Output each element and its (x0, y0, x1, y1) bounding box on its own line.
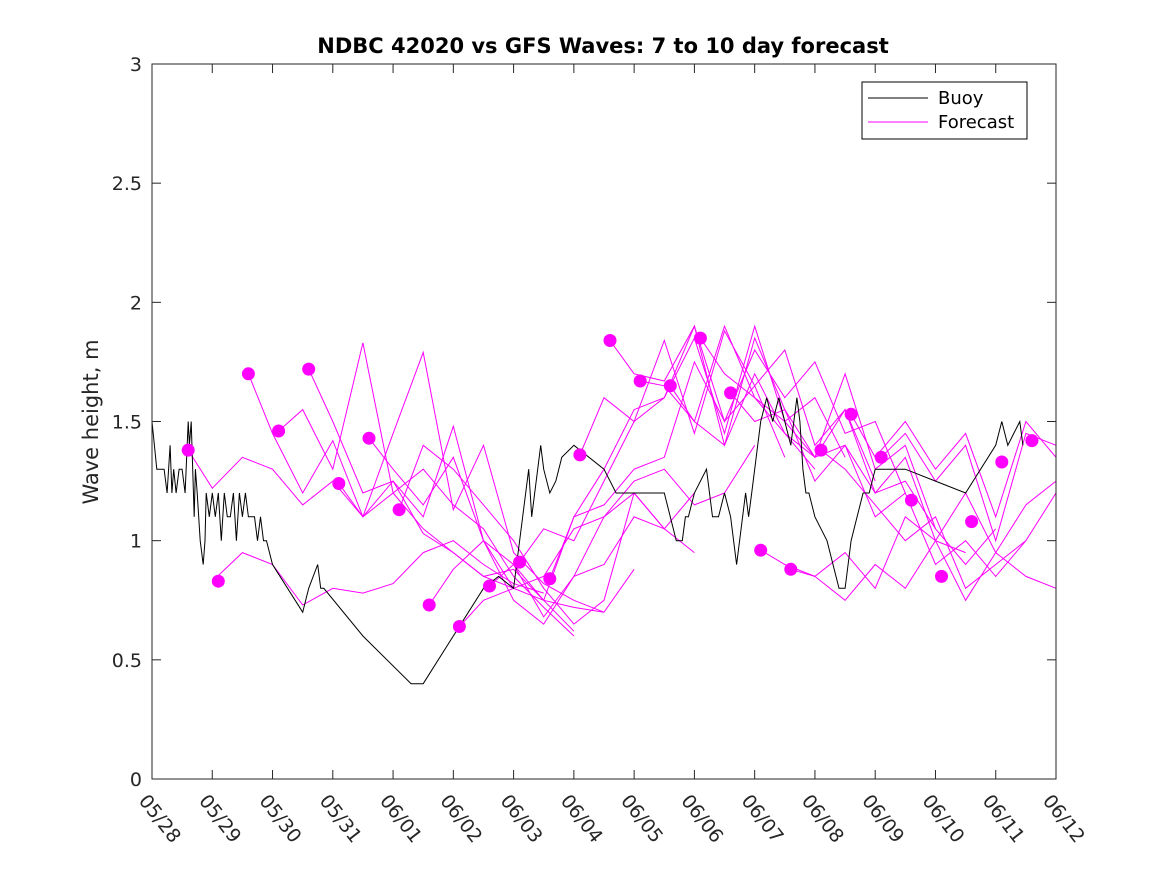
x-tick-label: 05/31 (315, 791, 366, 848)
x-tick-label: 06/10 (918, 791, 969, 848)
y-tick-label: 1.5 (112, 412, 142, 434)
forecast-line-7 (368, 437, 665, 625)
legend-buoy-label: Buoy (938, 88, 984, 109)
x-tick-label: 06/03 (496, 791, 547, 848)
forecast-marker (724, 386, 738, 400)
forecast-line-9 (428, 492, 695, 618)
legend-forecast-label: Forecast (938, 112, 1014, 133)
y-tick-label: 2.5 (112, 173, 142, 195)
forecast-marker (784, 562, 798, 576)
forecast-marker (272, 424, 286, 438)
forecast-line-4 (278, 342, 575, 637)
x-tick-label: 06/12 (1038, 791, 1089, 848)
legend-box (861, 81, 1028, 140)
y-tick-label: 2 (130, 292, 142, 314)
forecast-line-15 (609, 324, 906, 494)
forecast-line-3 (247, 373, 575, 632)
x-tick-label: 06/11 (978, 791, 1029, 848)
forecast-marker (995, 455, 1009, 469)
forecast-marker (362, 431, 376, 445)
y-tick-label: 0 (130, 769, 142, 791)
x-tick-label: 06/01 (375, 791, 426, 848)
forecast-marker (935, 569, 948, 583)
plot-background (152, 64, 1056, 779)
forecast-marker (663, 379, 677, 393)
chart-title: NDBC 42020 vs GFS Waves: 7 to 10 day for… (317, 34, 888, 58)
forecast-line-24 (880, 432, 1057, 543)
forecast-marker (633, 374, 647, 388)
forecast-line-14 (579, 329, 876, 482)
forecast-marker (483, 579, 496, 593)
forecast-line-20 (760, 480, 1057, 590)
forecast-line-2 (211, 540, 544, 606)
forecast-marker (603, 334, 617, 347)
forecast-marker (814, 443, 828, 457)
forecast-marker (844, 407, 858, 421)
y-tick-label: 3 (130, 54, 142, 76)
forecast-marker (965, 515, 979, 529)
forecast-marker (181, 443, 195, 457)
forecast-marker (543, 572, 557, 586)
x-tick-label: 06/07 (737, 791, 788, 848)
forecast-line-10 (459, 445, 756, 627)
forecast-marker (573, 448, 587, 462)
forecast-marker (513, 555, 527, 569)
buoy-line (151, 397, 1024, 685)
forecast-marker (241, 367, 255, 381)
forecast-line-22 (820, 449, 1057, 590)
x-tick-label: 05/28 (134, 791, 185, 848)
forecast-marker (452, 620, 466, 633)
y-tick-label: 1 (130, 531, 142, 553)
forecast-marker (1025, 434, 1039, 448)
forecast-marker (332, 477, 346, 490)
x-tick-label: 05/29 (194, 791, 245, 848)
x-tick-label: 05/30 (255, 791, 306, 848)
y-tick-label: 0.5 (112, 650, 142, 672)
x-tick-label: 06/06 (676, 791, 727, 848)
forecast-marker (874, 450, 888, 464)
forecast-marker (422, 598, 436, 612)
x-tick-label: 06/02 (435, 791, 486, 848)
forecast-line-6 (338, 350, 635, 613)
forecast-marker (904, 493, 918, 507)
x-tick-label: 06/05 (616, 791, 667, 848)
x-tick-label: 06/04 (556, 791, 607, 848)
x-tick-label: 06/09 (857, 791, 908, 848)
y-axis-label: Wave height, m (79, 339, 103, 504)
forecast-marker (211, 574, 225, 588)
forecast-line-21 (790, 539, 1057, 602)
x-tick-label: 06/08 (797, 791, 848, 848)
forecast-marker (302, 362, 316, 376)
forecast-marker (392, 503, 406, 517)
legend: Buoy Forecast (861, 81, 1028, 140)
forecast-marker (693, 331, 707, 345)
forecast-marker (754, 543, 768, 557)
